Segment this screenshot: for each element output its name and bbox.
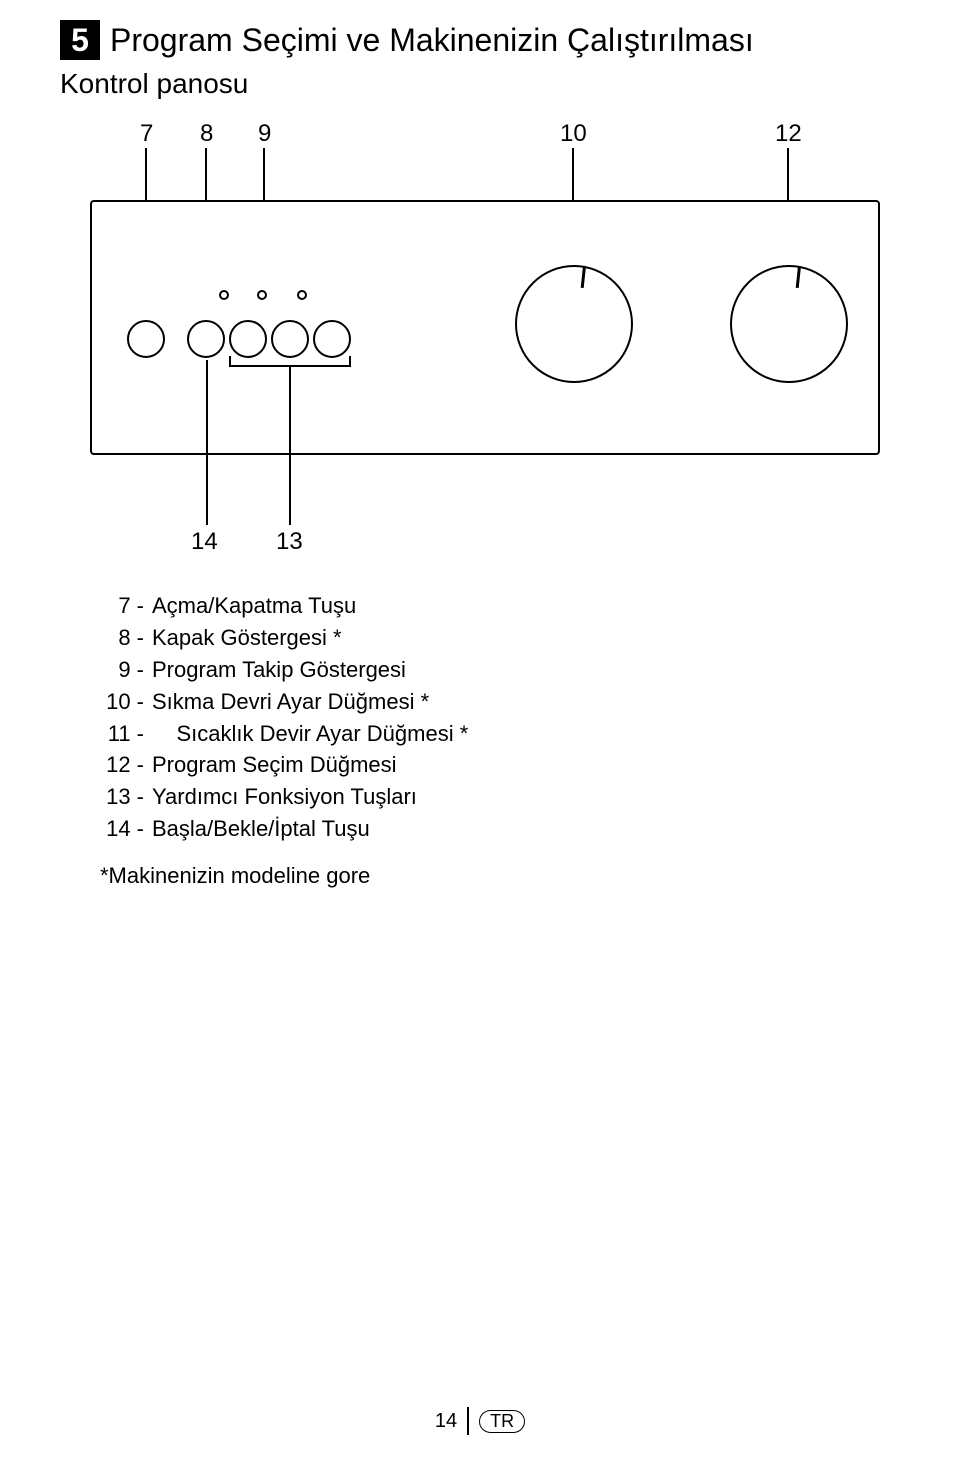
knob-speed bbox=[515, 265, 633, 383]
callout-line bbox=[289, 367, 291, 525]
legend-num: 13 - bbox=[100, 781, 144, 813]
bracket-tick bbox=[349, 356, 351, 366]
legend-num: 11 - bbox=[100, 718, 144, 750]
knob-mark bbox=[796, 266, 801, 288]
legend-text: Program Seçim Düğmesi bbox=[152, 749, 397, 781]
button-circle bbox=[271, 320, 309, 358]
legend-item: 8 -Kapak Göstergesi * bbox=[100, 622, 900, 654]
led-indicator bbox=[297, 290, 307, 300]
footer-divider bbox=[467, 1407, 469, 1435]
legend-item: 14 -Başla/Bekle/İptal Tuşu bbox=[100, 813, 900, 845]
button-circle bbox=[127, 320, 165, 358]
section-header: 5 Program Seçimi ve Makinenizin Çalıştır… bbox=[60, 20, 900, 60]
language-badge: TR bbox=[479, 1410, 525, 1433]
legend-num: 7 - bbox=[100, 590, 144, 622]
legend-item: 13 -Yardımcı Fonksiyon Tuşları bbox=[100, 781, 900, 813]
legend-num: 9 - bbox=[100, 654, 144, 686]
page-footer: 14 TR bbox=[0, 1407, 960, 1435]
legend-text: Yardımcı Fonksiyon Tuşları bbox=[152, 781, 417, 813]
button-circle bbox=[229, 320, 267, 358]
footnote: *Makinenizin modeline gore bbox=[60, 863, 900, 889]
legend-text: Kapak Göstergesi * bbox=[152, 622, 342, 654]
led-indicator bbox=[219, 290, 229, 300]
legend-list: 7 -Açma/Kapatma Tuşu 8 -Kapak Göstergesi… bbox=[60, 590, 900, 845]
legend-text: Sıkma Devri Ayar Düğmesi * bbox=[152, 686, 429, 718]
legend-num: 8 - bbox=[100, 622, 144, 654]
legend-num: 10 - bbox=[100, 686, 144, 718]
legend-item: 7 -Açma/Kapatma Tuşu bbox=[100, 590, 900, 622]
legend-num: 12 - bbox=[100, 749, 144, 781]
callout-10: 10 bbox=[560, 120, 587, 148]
led-indicator bbox=[257, 290, 267, 300]
control-panel-diagram: 7 8 9 10 12 bbox=[60, 120, 900, 560]
legend-text: Program Takip Göstergesi bbox=[152, 654, 406, 686]
button-circle bbox=[313, 320, 351, 358]
callout-9: 9 bbox=[258, 120, 271, 148]
legend-text: Başla/Bekle/İptal Tuşu bbox=[152, 813, 370, 845]
callout-14: 14 bbox=[191, 528, 218, 556]
callout-13: 13 bbox=[276, 528, 303, 556]
callout-7: 7 bbox=[140, 120, 153, 148]
bracket-tick bbox=[229, 356, 231, 366]
legend-num: 14 - bbox=[100, 813, 144, 845]
section-number-badge: 5 bbox=[60, 20, 100, 60]
button-circle bbox=[187, 320, 225, 358]
callout-line bbox=[206, 360, 208, 525]
legend-text: Açma/Kapatma Tuşu bbox=[152, 590, 356, 622]
callout-12: 12 bbox=[775, 120, 802, 148]
legend-item: 12 -Program Seçim Düğmesi bbox=[100, 749, 900, 781]
section-subtitle: Kontrol panosu bbox=[60, 68, 900, 100]
section-title: Program Seçimi ve Makinenizin Çalıştırıl… bbox=[110, 22, 754, 59]
page-number: 14 bbox=[435, 1410, 457, 1433]
legend-item: 10 -Sıkma Devri Ayar Düğmesi * bbox=[100, 686, 900, 718]
legend-item: 11 - Sıcaklık Devir Ayar Düğmesi * bbox=[100, 718, 900, 750]
legend-item: 9 -Program Takip Göstergesi bbox=[100, 654, 900, 686]
legend-text: Sıcaklık Devir Ayar Düğmesi * bbox=[152, 718, 468, 750]
knob-mark bbox=[581, 266, 586, 288]
callout-8: 8 bbox=[200, 120, 213, 148]
knob-program bbox=[730, 265, 848, 383]
